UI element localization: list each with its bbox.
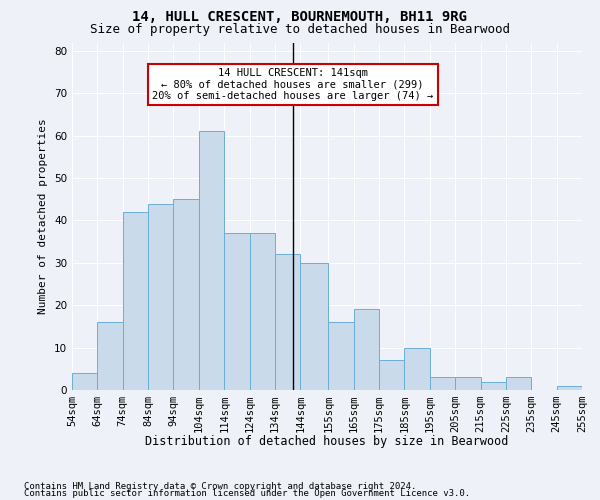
Text: 14, HULL CRESCENT, BOURNEMOUTH, BH11 9RG: 14, HULL CRESCENT, BOURNEMOUTH, BH11 9RG bbox=[133, 10, 467, 24]
Bar bbox=[173, 200, 199, 390]
Bar bbox=[199, 132, 224, 390]
Bar bbox=[301, 263, 328, 390]
Bar bbox=[148, 204, 173, 390]
Bar bbox=[328, 322, 353, 390]
X-axis label: Distribution of detached houses by size in Bearwood: Distribution of detached houses by size … bbox=[145, 435, 509, 448]
Bar bbox=[275, 254, 301, 390]
Bar bbox=[379, 360, 404, 390]
Y-axis label: Number of detached properties: Number of detached properties bbox=[38, 118, 49, 314]
Bar bbox=[72, 373, 97, 390]
Bar bbox=[353, 310, 379, 390]
Text: Contains HM Land Registry data © Crown copyright and database right 2024.: Contains HM Land Registry data © Crown c… bbox=[24, 482, 416, 491]
Bar bbox=[404, 348, 430, 390]
Bar bbox=[123, 212, 148, 390]
Bar bbox=[481, 382, 506, 390]
Bar bbox=[224, 233, 250, 390]
Bar bbox=[557, 386, 582, 390]
Text: Contains public sector information licensed under the Open Government Licence v3: Contains public sector information licen… bbox=[24, 489, 470, 498]
Bar bbox=[97, 322, 123, 390]
Text: 14 HULL CRESCENT: 141sqm
← 80% of detached houses are smaller (299)
20% of semi-: 14 HULL CRESCENT: 141sqm ← 80% of detach… bbox=[152, 68, 433, 101]
Text: Size of property relative to detached houses in Bearwood: Size of property relative to detached ho… bbox=[90, 22, 510, 36]
Bar bbox=[506, 378, 531, 390]
Bar bbox=[455, 378, 481, 390]
Bar bbox=[430, 378, 455, 390]
Bar bbox=[250, 233, 275, 390]
